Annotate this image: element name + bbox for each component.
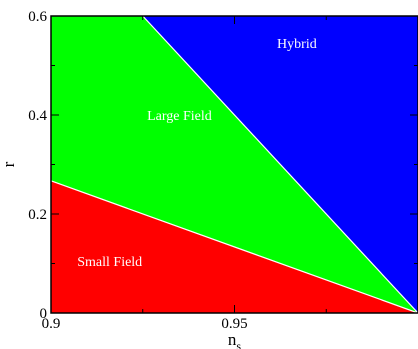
region-label-small-field: Small Field xyxy=(77,255,142,270)
x-axis-label: ns xyxy=(228,330,242,349)
x-axis-label-main: n xyxy=(228,330,237,349)
region-label-large-field: Large Field xyxy=(147,109,212,124)
y-tick-label: 0.4 xyxy=(28,108,47,124)
y-axis-label: r xyxy=(0,161,18,167)
y-tick-label: 0.2 xyxy=(28,207,47,223)
y-tick-label: 0.6 xyxy=(28,9,47,25)
x-axis-label-subscript: s xyxy=(236,339,241,349)
y-tick-label: 0 xyxy=(40,306,48,322)
region-labels: Small Field Large Field Hybrid xyxy=(77,37,316,270)
region-label-hybrid: Hybrid xyxy=(277,37,317,52)
boundary-small-large xyxy=(50,180,418,314)
ticks: 0.9 0.95 0 0.2 0.4 0.6 xyxy=(28,9,418,332)
boundary-large-hybrid xyxy=(142,15,418,314)
boundary-lines xyxy=(50,15,418,314)
x-tick-label: 0.95 xyxy=(221,316,247,332)
x-tick-label: 0.9 xyxy=(42,316,61,332)
region-large-field xyxy=(51,16,418,313)
